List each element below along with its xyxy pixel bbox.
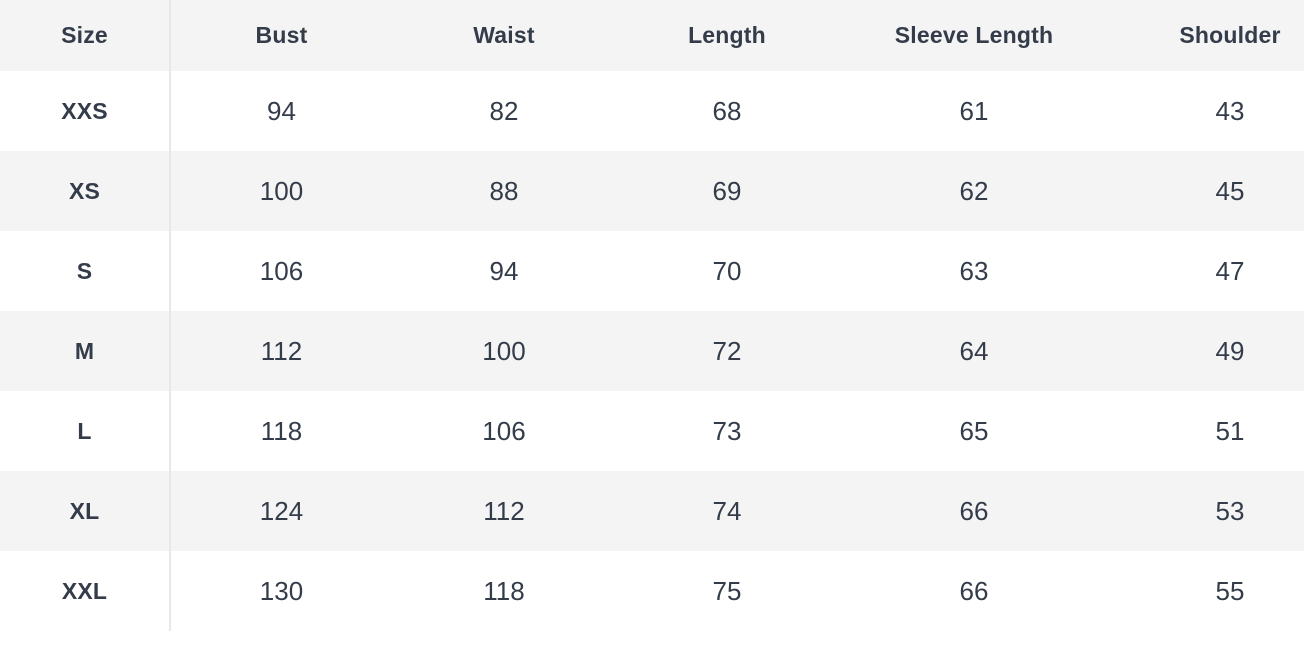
column-header-length: Length	[688, 22, 766, 48]
column-header-waist: Waist	[473, 22, 535, 48]
column-header-shoulder: Shoulder	[1179, 22, 1281, 48]
length-value: 72	[712, 335, 742, 366]
shoulder-value: 53	[1215, 495, 1245, 526]
shoulder-value: 49	[1215, 335, 1245, 366]
sleeve-length-value: 61	[959, 95, 989, 126]
length-value: 75	[712, 575, 742, 606]
sleeve-length-value: 66	[959, 575, 989, 606]
length-value: 69	[712, 175, 742, 206]
table-row: XXS 94 82 68 61 43	[0, 71, 1304, 151]
sleeve-length-value: 62	[959, 175, 989, 206]
size-label: M	[0, 311, 171, 391]
sleeve-length-value: 66	[959, 495, 989, 526]
waist-value: 94	[489, 255, 519, 286]
size-label: XS	[0, 151, 171, 231]
length-value: 74	[712, 495, 742, 526]
length-value: 73	[712, 415, 742, 446]
bust-value: 106	[259, 255, 304, 286]
table-row: L 118 106 73 65 51	[0, 391, 1304, 471]
waist-value: 118	[483, 575, 525, 606]
table-row: XS 100 88 69 62 45	[0, 151, 1304, 231]
sleeve-length-value: 64	[959, 335, 989, 366]
size-chart-table: Size Bust Waist Length Sleeve Length Sho…	[0, 0, 1304, 631]
size-label: XXL	[0, 551, 171, 631]
bust-value: 118	[260, 415, 303, 446]
bust-value: 112	[260, 335, 303, 366]
table-row: XXL 130 118 75 66 55	[0, 551, 1304, 631]
sleeve-length-value: 65	[959, 415, 989, 446]
header-row: Size Bust Waist Length Sleeve Length Sho…	[0, 0, 1304, 71]
shoulder-value: 45	[1215, 175, 1245, 206]
table-row: XL 124 112 74 66 53	[0, 471, 1304, 551]
waist-value: 112	[483, 495, 525, 526]
shoulder-value: 51	[1215, 415, 1245, 446]
waist-value: 100	[482, 335, 526, 366]
shoulder-value: 47	[1215, 255, 1245, 286]
column-header-sleeve-length: Sleeve Length	[894, 22, 1054, 48]
shoulder-value: 43	[1215, 95, 1245, 126]
bust-value: 94	[267, 95, 296, 126]
table-row: M 112 100 72 64 49	[0, 311, 1304, 391]
bust-value: 100	[259, 175, 304, 206]
size-label: L	[0, 391, 171, 471]
bust-value: 130	[259, 575, 304, 606]
shoulder-value: 55	[1215, 575, 1245, 606]
sleeve-length-value: 63	[959, 255, 989, 286]
column-header-bust: Bust	[255, 22, 308, 48]
size-label: XL	[0, 471, 171, 551]
length-value: 68	[712, 95, 742, 126]
waist-value: 106	[482, 415, 526, 446]
size-label: S	[0, 231, 171, 311]
length-value: 70	[712, 255, 742, 286]
table-row: S 106 94 70 63 47	[0, 231, 1304, 311]
waist-value: 82	[489, 95, 519, 126]
size-label: XXS	[0, 71, 171, 151]
waist-value: 88	[489, 175, 519, 206]
bust-value: 124	[259, 495, 304, 526]
column-header-size: Size	[0, 0, 171, 71]
